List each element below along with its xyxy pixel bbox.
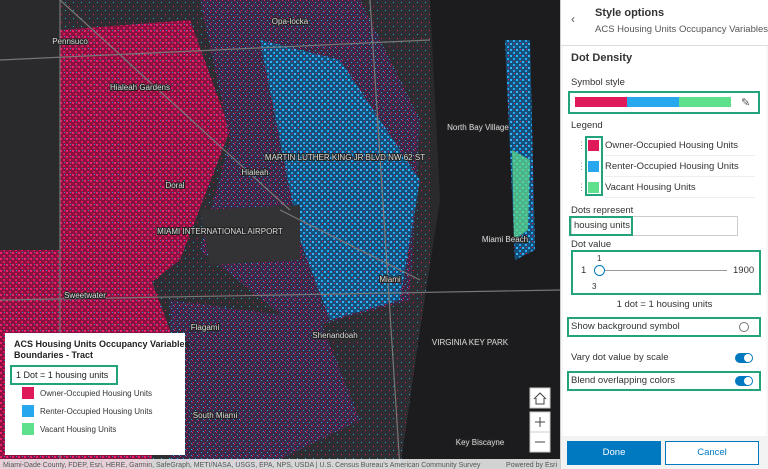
ramp-segment: [575, 97, 627, 107]
road: [0, 39, 431, 61]
legend-swatch: [588, 182, 599, 193]
place-label: Miami Beach: [482, 235, 528, 244]
plus-icon: [535, 417, 545, 427]
legend-swatch: [22, 405, 34, 417]
slider-max: 1900: [733, 265, 755, 276]
field-label: Dots represent: [571, 205, 634, 216]
place-label: Flagami: [191, 323, 220, 332]
place-label: Shenandoah: [312, 331, 357, 340]
roads: [0, 0, 560, 469]
toggle-label: Show background symbol: [571, 321, 680, 332]
field-label: Symbol style: [571, 77, 625, 88]
field-label: Legend: [571, 120, 603, 131]
attribution-bar: [0, 459, 560, 469]
toggle[interactable]: [735, 353, 753, 363]
legend-label: Vacant Housing Units: [605, 182, 696, 193]
toggle[interactable]: [735, 376, 753, 386]
highlight: [568, 91, 760, 114]
legend-swatch: [22, 423, 34, 435]
highlight: [569, 216, 633, 236]
attribution: Miami-Dade County, FDEP, Esri, HERE, Gar…: [3, 462, 481, 469]
color-ramp[interactable]: [575, 97, 731, 107]
place-labels: Pennsuco Opa-locka Hialeah Gardens Hialeah D…: [51, 16, 529, 448]
input-value: housing units: [574, 220, 630, 231]
slider-lower-value: 3: [592, 282, 597, 291]
road: [0, 289, 560, 301]
home-icon: [533, 392, 547, 405]
cancel-button[interactable]: Cancel: [665, 441, 759, 465]
drag-handle: ⋮: [577, 161, 586, 171]
done-button[interactable]: Done: [567, 441, 661, 465]
separator: [605, 197, 755, 198]
panel-title: Style options: [595, 7, 665, 19]
legend-label: Vacant Housing Units: [40, 425, 116, 434]
map-legend: [5, 333, 185, 455]
separator: [605, 155, 755, 156]
highlight: [571, 250, 761, 295]
home-button[interactable]: [529, 387, 551, 409]
slider-thumb[interactable]: [594, 265, 605, 276]
airport: [200, 205, 300, 265]
renter-area: [260, 40, 420, 320]
zoom-controls: [529, 387, 551, 453]
highlight: [10, 365, 118, 385]
place-label: Miami: [379, 275, 401, 284]
legend-swatch: [588, 140, 599, 151]
panel-subtitle: ACS Housing Units Occupancy Variables...: [595, 24, 768, 35]
back-button[interactable]: ‹: [571, 12, 575, 26]
slider-value: 1: [597, 254, 602, 263]
beach-vacant: [512, 150, 530, 240]
road: [369, 0, 401, 469]
legend-swatch: [22, 387, 34, 399]
drag-handle: ⋮: [577, 182, 586, 192]
field-label: Dot value: [571, 239, 612, 250]
legend-title: Boundaries - Tract: [14, 350, 93, 360]
place-label: MIAMI INTERNATIONAL AIRPORT: [157, 227, 283, 236]
place-label: Opa-locka: [272, 17, 309, 26]
legend-items: Owner-Occupied Housing Units Renter-Occup…: [22, 387, 153, 435]
place-label: Pennsuco: [52, 37, 88, 46]
section-title: Dot Density: [571, 52, 633, 64]
legend-label: Owner-Occupied Housing Units: [40, 389, 152, 398]
road: [59, 0, 291, 211]
map[interactable]: Pennsuco Opa-locka Hialeah Gardens Hialeah D…: [0, 0, 560, 469]
ramp-segment: [627, 97, 679, 107]
place-label: Sweetwater: [64, 291, 106, 300]
legend-label: Renter-Occupied Housing Units: [605, 161, 739, 172]
road: [279, 209, 421, 281]
panel-header: [561, 0, 768, 46]
place-label: VIRGINIA KEY PARK: [432, 338, 509, 347]
dot-summary: 1 dot = 1 housing units: [616, 299, 713, 310]
highlight: [567, 317, 761, 337]
powered-by[interactable]: Powered by Esri: [506, 462, 557, 469]
toggle[interactable]: [739, 322, 749, 332]
place-label: North Bay Village: [447, 123, 509, 132]
legend-label: Renter-Occupied Housing Units: [40, 407, 153, 416]
place-label: Hialeah: [241, 168, 268, 177]
place-label: MARTIN LUTHER KING JR BLVD NW 62 ST: [265, 153, 425, 162]
toggle-label: Vary dot value by scale: [571, 352, 669, 363]
place-label: Hialeah Gardens: [110, 83, 170, 92]
dot-ratio: 1 Dot = 1 housing units: [16, 370, 109, 380]
legend-title: ACS Housing Units Occupancy Variables -: [14, 339, 195, 349]
drag-handle: ⋮: [577, 140, 586, 150]
separator: [605, 176, 755, 177]
toggle-label: Blend overlapping colors: [571, 375, 676, 386]
legend-swatch: [588, 161, 599, 172]
highlight: [585, 136, 603, 196]
place-label: South Miami: [193, 411, 238, 420]
place-label: Doral: [165, 181, 184, 190]
ramp-segment: [679, 97, 731, 107]
place-label: Key Biscayne: [456, 438, 505, 447]
mixed-area: [170, 300, 360, 469]
edit-icon[interactable]: ✎: [741, 97, 751, 109]
legend-label: Owner-Occupied Housing Units: [605, 140, 739, 151]
slider-track: [599, 270, 727, 271]
highlight: [567, 371, 761, 391]
style-panel: ‹ Style options ACS Housing Units Occupa…: [560, 0, 768, 469]
text-input[interactable]: [571, 216, 738, 236]
slider-min: 1: [581, 265, 587, 276]
